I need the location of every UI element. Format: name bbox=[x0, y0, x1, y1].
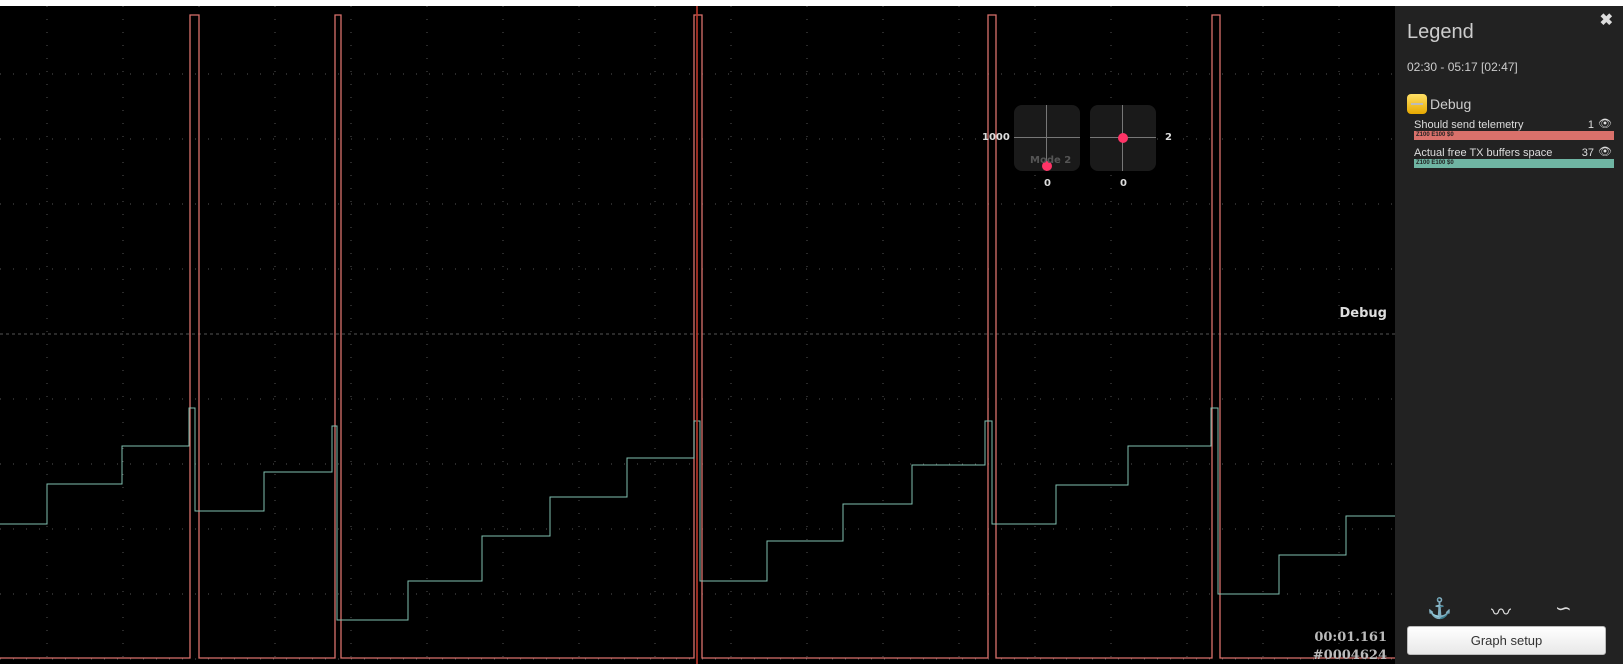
right-stick-y-value: 2 bbox=[1165, 132, 1172, 143]
close-icon[interactable]: ✖ bbox=[1599, 12, 1613, 29]
left-stick-dot bbox=[1042, 161, 1052, 171]
legend-item[interactable]: Actual free TX buffers space 37 👁 Z100 E… bbox=[1414, 146, 1614, 168]
field-settings-bar[interactable]: Z100 E100 $0 bbox=[1414, 131, 1614, 140]
legend-panel: ✖ Legend 02:30 - 05:17 [02:47] Debug Sho… bbox=[1395, 6, 1623, 664]
time-range: 02:30 - 05:17 [02:47] bbox=[1407, 60, 1518, 74]
right-stick bbox=[1090, 105, 1156, 171]
group-label: Debug bbox=[1430, 96, 1472, 112]
graph-svg bbox=[0, 6, 1395, 664]
collapse-icon[interactable] bbox=[1407, 94, 1427, 114]
right-stick-x-value: 0 bbox=[1120, 178, 1127, 189]
stick-mode-label: Mode 2 bbox=[1030, 155, 1072, 166]
left-stick: Mode 2 bbox=[1014, 105, 1080, 171]
analyser-icon[interactable]: ⚓ bbox=[1427, 598, 1452, 620]
right-stick-dot bbox=[1118, 133, 1128, 143]
field-label: Should send telemetry bbox=[1414, 119, 1524, 131]
legend-group-debug[interactable]: Debug bbox=[1407, 94, 1471, 114]
frame-number: #0004624 bbox=[1312, 648, 1387, 663]
field-label: Actual free TX buffers space bbox=[1414, 147, 1553, 159]
field-value: 1 bbox=[1587, 119, 1594, 131]
eye-icon[interactable]: 👁 bbox=[1598, 118, 1612, 130]
graph-canvas[interactable]: Mode 2 1000 0 2 0 Debug 00:01.161 #00046… bbox=[0, 6, 1395, 664]
graph-setup-button[interactable]: Graph setup bbox=[1407, 626, 1606, 655]
field-value: 37 bbox=[1581, 147, 1594, 159]
smoothing-icon[interactable]: ∽ bbox=[1555, 598, 1572, 620]
legend-title: Legend bbox=[1407, 21, 1474, 43]
graph-group-label: Debug bbox=[1339, 306, 1387, 321]
field-settings-bar[interactable]: Z100 E100 $0 bbox=[1414, 159, 1614, 168]
current-time: 00:01.161 bbox=[1314, 630, 1387, 645]
eye-icon[interactable]: 👁 bbox=[1598, 146, 1612, 158]
spectrum-icon[interactable]: 〰 bbox=[1491, 602, 1511, 624]
left-stick-x-value: 0 bbox=[1044, 178, 1051, 189]
legend-item[interactable]: Should send telemetry 1 👁 Z100 E100 $0 bbox=[1414, 118, 1614, 140]
left-stick-y-value: 1000 bbox=[982, 132, 1010, 143]
